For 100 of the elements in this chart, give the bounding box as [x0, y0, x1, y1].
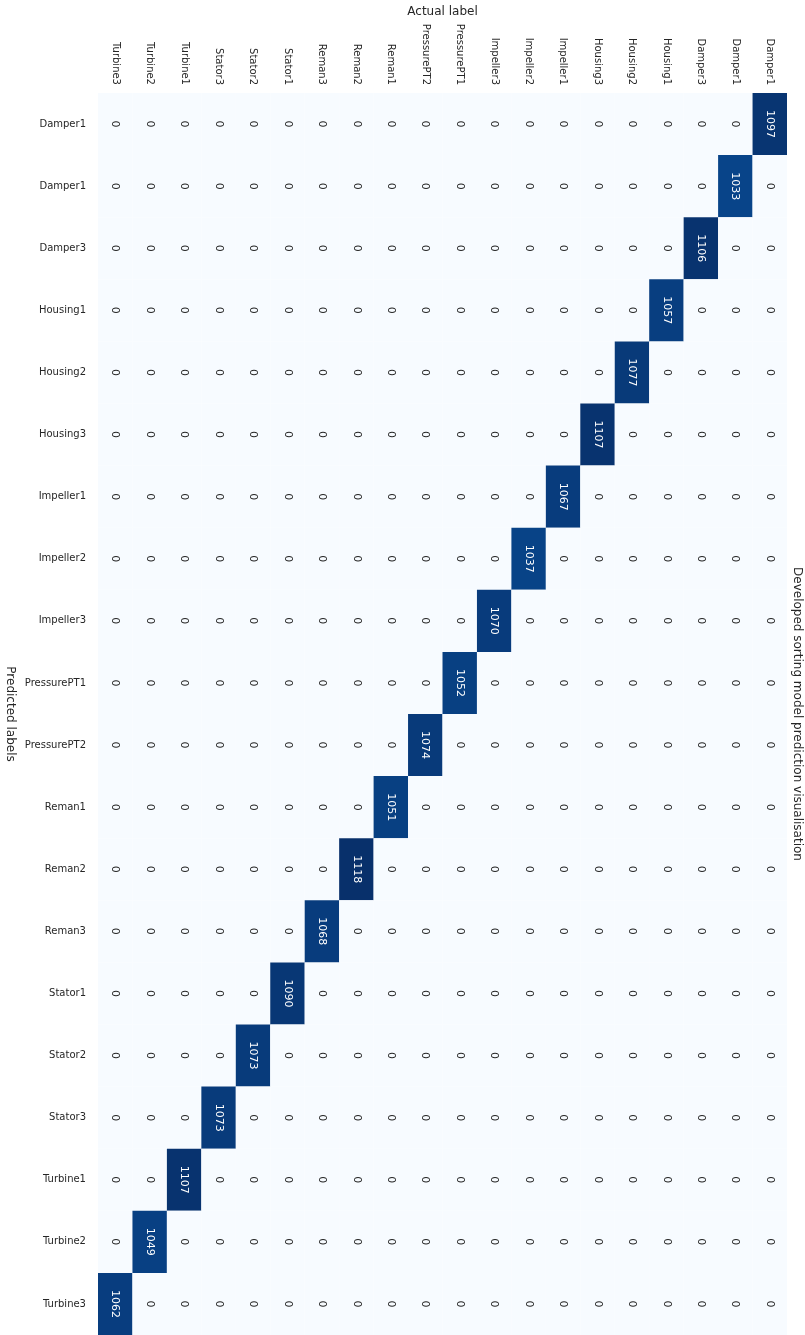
data-label: 0 [557, 1300, 571, 1308]
data-label: 0 [178, 927, 192, 935]
data-label: 0 [453, 1238, 467, 1246]
data-label: 0 [729, 555, 743, 563]
data-label: 1107 [178, 1165, 192, 1194]
data-label: 0 [488, 120, 502, 128]
data-label: 0 [350, 927, 364, 935]
y-tick-label: Turbine1 [41, 1173, 86, 1185]
y-tick-label: Turbine2 [41, 1235, 86, 1247]
data-label: 0 [109, 368, 123, 376]
data-label: 0 [660, 1114, 674, 1122]
data-label: 0 [143, 803, 157, 811]
data-label: 0 [591, 1238, 605, 1246]
data-label: 0 [522, 120, 536, 128]
data-label: 1062 [109, 1289, 123, 1318]
data-label: 0 [695, 1052, 709, 1060]
data-label: 0 [626, 431, 640, 439]
data-label: 0 [695, 368, 709, 376]
data-label: 0 [350, 1114, 364, 1122]
data-label: 0 [419, 431, 433, 439]
data-label: 0 [212, 989, 226, 997]
data-label: 0 [384, 1176, 398, 1184]
data-label: 0 [247, 1114, 261, 1122]
data-label: 0 [419, 803, 433, 811]
y-tick-label: Stator3 [49, 1111, 86, 1123]
x-tick-label: Housing2 [627, 37, 639, 85]
data-label: 0 [522, 803, 536, 811]
x-tick-label: Turbine1 [179, 40, 191, 85]
data-label: 0 [350, 182, 364, 190]
data-label: 0 [626, 865, 640, 873]
data-label: 0 [660, 865, 674, 873]
data-label: 0 [729, 1176, 743, 1184]
data-label: 0 [384, 1114, 398, 1122]
y-tick-label: Impeller2 [38, 552, 86, 564]
data-label: 0 [626, 989, 640, 997]
x-tick-label: Impeller1 [558, 37, 570, 85]
data-label: 0 [763, 182, 777, 190]
data-label: 0 [522, 182, 536, 190]
data-label: 0 [143, 244, 157, 252]
data-label: 0 [350, 431, 364, 439]
data-label: 0 [316, 1176, 330, 1184]
data-label: 0 [763, 679, 777, 687]
data-label: 0 [591, 803, 605, 811]
data-label: 0 [143, 368, 157, 376]
data-label: 0 [453, 927, 467, 935]
data-label: 0 [729, 741, 743, 749]
x-tick-label: Stator1 [282, 48, 294, 85]
data-label: 0 [247, 989, 261, 997]
data-label: 0 [453, 431, 467, 439]
data-label: 0 [557, 1114, 571, 1122]
data-label: 0 [557, 120, 571, 128]
y-tick-label: PressurePT1 [24, 676, 86, 688]
data-label: 0 [557, 431, 571, 439]
data-label: 0 [557, 803, 571, 811]
data-label: 1051 [384, 793, 398, 822]
data-label: 0 [350, 1052, 364, 1060]
data-label: 0 [729, 1052, 743, 1060]
data-label: 0 [660, 927, 674, 935]
data-label: 0 [591, 989, 605, 997]
data-label: 0 [109, 865, 123, 873]
data-label: 1037 [522, 544, 536, 573]
y-tick-label: Stator2 [49, 1049, 86, 1061]
data-label: 0 [522, 1114, 536, 1122]
x-tick-label: Stator3 [213, 48, 225, 85]
data-label: 0 [453, 865, 467, 873]
data-label: 0 [453, 1052, 467, 1060]
data-label: 0 [591, 368, 605, 376]
data-label: 0 [281, 120, 295, 128]
data-label: 0 [557, 244, 571, 252]
data-label: 0 [660, 431, 674, 439]
data-label: 0 [178, 306, 192, 314]
data-label: 0 [660, 617, 674, 625]
data-label: 0 [419, 306, 433, 314]
data-label: 0 [350, 1238, 364, 1246]
data-label: 0 [384, 989, 398, 997]
data-label: 0 [557, 1238, 571, 1246]
data-label: 1090 [281, 979, 295, 1008]
x-tick-label: Turbine2 [145, 40, 157, 85]
data-label: 0 [591, 617, 605, 625]
data-label: 0 [281, 679, 295, 687]
x-tick-label: Impeller2 [524, 37, 536, 85]
data-label: 0 [419, 1238, 433, 1246]
data-label: 0 [453, 555, 467, 563]
data-label: 0 [488, 368, 502, 376]
data-label: 0 [557, 555, 571, 563]
data-label: 0 [281, 368, 295, 376]
data-label: 0 [316, 1300, 330, 1308]
data-label: 0 [729, 431, 743, 439]
y-tick-label: Damper1 [39, 117, 86, 129]
data-label: 0 [350, 741, 364, 749]
y-tick-label: Damper3 [39, 241, 86, 253]
data-label: 0 [419, 1300, 433, 1308]
data-label: 0 [488, 741, 502, 749]
data-label: 0 [695, 120, 709, 128]
data-label: 0 [212, 741, 226, 749]
data-label: 0 [178, 244, 192, 252]
data-label: 0 [488, 679, 502, 687]
data-label: 0 [626, 1052, 640, 1060]
data-label: 0 [281, 493, 295, 501]
data-label: 0 [143, 493, 157, 501]
